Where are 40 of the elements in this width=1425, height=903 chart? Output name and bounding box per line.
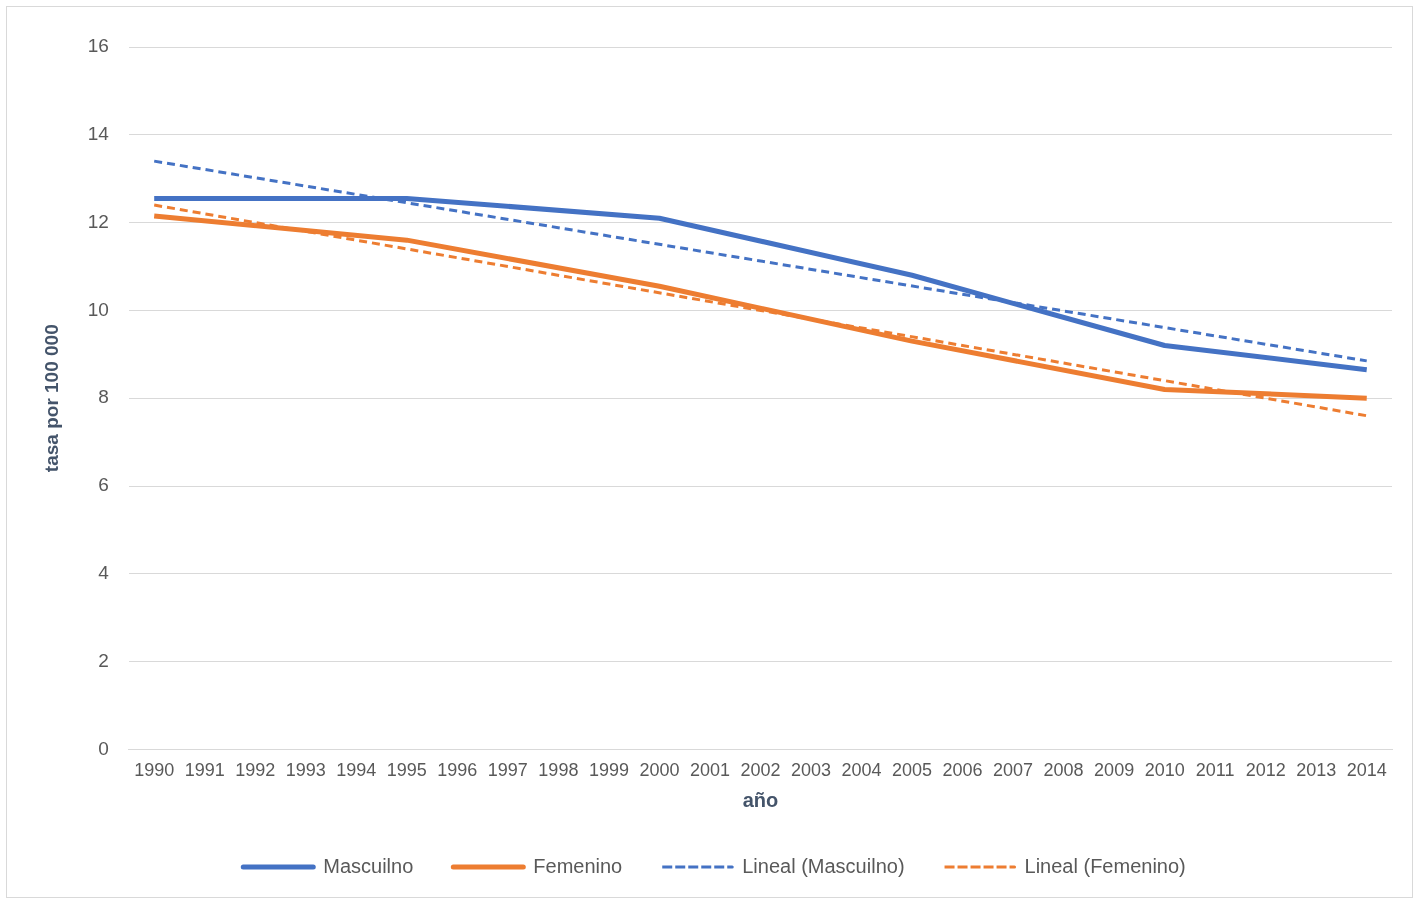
x-tick-label: 2003 — [790, 760, 832, 781]
x-tick-label: 2002 — [740, 760, 781, 781]
x-axis-title: año — [742, 788, 779, 811]
y-tick-label: 6 — [98, 474, 109, 496]
x-tick-label: 2014 — [1346, 760, 1387, 781]
x-tick-label: 2010 — [1144, 760, 1185, 781]
x-tick-label: 1993 — [285, 760, 326, 781]
y-tick-label: 12 — [87, 210, 109, 232]
y-tick-label: 14 — [87, 123, 110, 145]
x-tick-label: 2009 — [1094, 760, 1135, 781]
y-tick-label: 8 — [98, 386, 109, 408]
x-tick-label: 1995 — [386, 760, 427, 781]
x-tick-label: 2000 — [639, 760, 680, 781]
x-tick-label: 2001 — [689, 760, 730, 781]
x-tick-label: 1999 — [588, 760, 629, 781]
legend-label: Lineal (Mascuilno) — [742, 854, 905, 877]
x-tick-label: 2011 — [1195, 760, 1235, 781]
x-tick-label: 2007 — [993, 760, 1034, 781]
x-tick-label: 1992 — [235, 760, 276, 781]
x-tick-label: 2004 — [841, 760, 882, 781]
x-tick-label: 1990 — [134, 760, 175, 781]
x-tick-label: 2005 — [892, 760, 933, 781]
x-tick-label: 2008 — [1043, 760, 1084, 781]
x-tick-label: 1998 — [538, 760, 579, 781]
y-tick-label: 0 — [98, 737, 109, 759]
x-tick-label: 2006 — [942, 760, 983, 781]
y-tick-label: 4 — [98, 562, 110, 584]
legend-label: Lineal (Femenino) — [1024, 854, 1186, 877]
x-tick-label: 2013 — [1296, 760, 1337, 781]
x-tick-label: 1996 — [437, 760, 478, 781]
legend-label: Mascuilno — [323, 854, 414, 877]
y-tick-label: 16 — [87, 35, 109, 57]
y-tick-label: 10 — [87, 298, 109, 320]
x-tick-label: 2012 — [1245, 760, 1286, 781]
x-tick-label: 1994 — [336, 760, 377, 781]
x-tick-label: 1991 — [184, 760, 225, 781]
legend-label: Femenino — [533, 854, 623, 877]
x-tick-label: 1997 — [487, 760, 528, 781]
y-tick-label: 2 — [98, 649, 109, 671]
y-axis-title: tasa por 100 000 — [40, 324, 62, 473]
